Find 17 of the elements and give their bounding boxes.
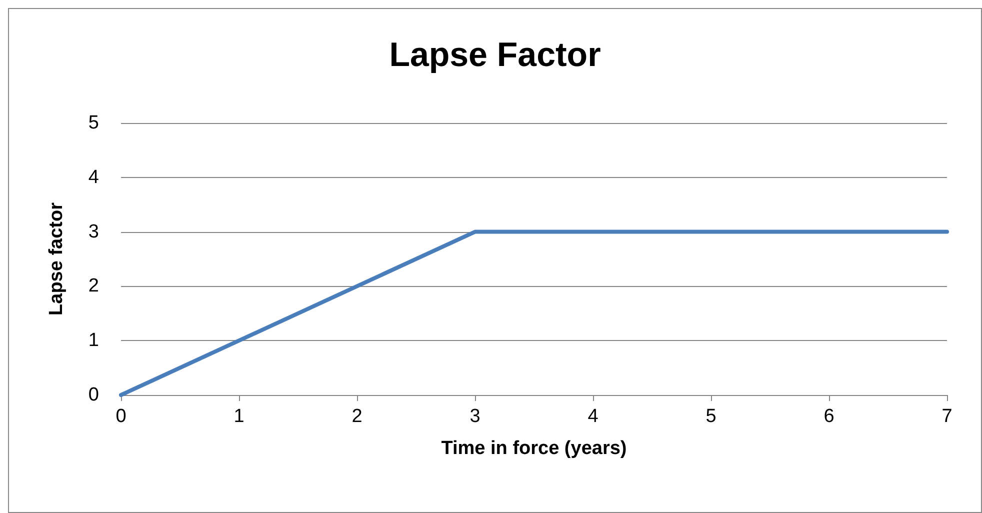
y-tick-label: 2 <box>88 276 99 297</box>
x-tick-label: 7 <box>942 406 952 427</box>
y-tick-label: 3 <box>88 221 99 242</box>
y-tick-label: 5 <box>88 112 99 134</box>
x-tick-label: 4 <box>588 406 599 427</box>
x-tick-label: 2 <box>352 406 362 427</box>
x-tick-label: 6 <box>824 406 834 427</box>
y-tick-label: 1 <box>88 330 99 352</box>
chart-title: Lapse Factor <box>389 36 601 74</box>
x-axis-title: Time in force (years) <box>441 438 627 459</box>
x-tick-label: 5 <box>706 406 716 427</box>
y-tick-label: 0 <box>88 384 99 406</box>
x-tick-label: 3 <box>470 406 480 427</box>
y-tick-label: 4 <box>88 166 100 188</box>
x-tick-label: 1 <box>234 406 244 427</box>
y-axis-title: Lapse factor <box>46 202 67 316</box>
x-tick-label: 0 <box>116 406 126 427</box>
